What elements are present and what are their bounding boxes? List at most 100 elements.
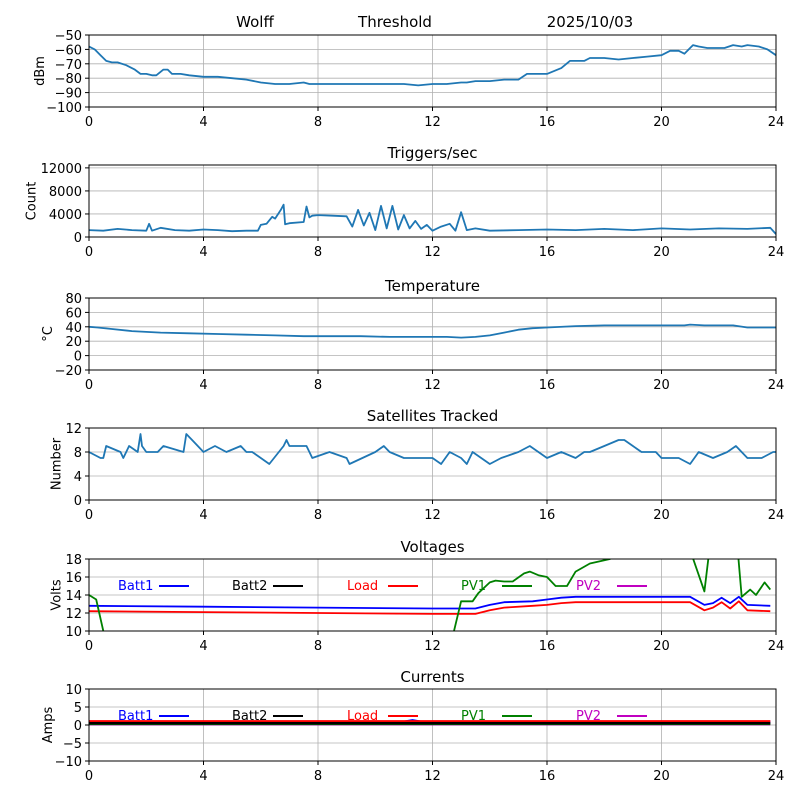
legend-label: PV2 [576,579,601,594]
triggers-ytick-label: 4000 [49,208,82,223]
triggers-ylabel: Count [25,182,40,221]
signal-xtick-label: 24 [768,115,785,130]
satellites-xtick-label: 24 [768,508,785,523]
voltages-ytick-label: 14 [65,589,82,604]
voltages-legend-batt1: Batt1 [118,579,189,594]
voltages-legend-load: Load [347,579,418,594]
triggers-ytick-label: 12000 [41,162,82,177]
satellites-ytick-label: 12 [65,422,82,437]
voltages-xtick-label: 4 [199,639,207,654]
currents-xtick-label: 24 [768,769,785,784]
currents-xtick-label: 20 [653,769,670,784]
voltages-legend-pv2: PV2 [576,579,647,594]
trigger-mode: Threshold [357,13,432,31]
legend-label: Load [347,709,378,724]
currents-xtick-label: 16 [539,769,556,784]
voltages-xtick-label: 16 [539,639,556,654]
temperature-xtick-label: 24 [768,378,785,393]
currents-xtick-label: 8 [314,769,322,784]
satellites-ytick-label: 0 [74,494,82,509]
currents-ytick-label: −5 [63,737,82,752]
signal-xtick-label: 0 [85,115,93,130]
currents-series-group [89,719,771,726]
legend-label: PV1 [461,579,486,594]
satellites-xtick-label: 0 [85,508,93,523]
signal-xtick-label: 16 [539,115,556,130]
currents-ytick-label: 5 [74,701,82,716]
temperature-ylabel: °C [41,326,56,342]
voltages-xtick-label: 8 [314,639,322,654]
triggers-xtick-label: 4 [199,245,207,260]
triggers-ytick-label: 8000 [49,185,82,200]
signal-xtick-label: 12 [424,115,441,130]
temperature-title: Temperature [384,277,480,295]
voltages-legend-batt2: Batt2 [232,579,303,594]
temperature-xtick-label: 4 [199,378,207,393]
voltages-ytick-label: 12 [65,607,82,622]
satellites-xtick-label: 4 [199,508,207,523]
signal-ytick-label: −60 [55,43,82,58]
signal-line-signal [89,44,776,87]
voltages-series-group [89,559,772,631]
satellites-ylabel: Number [49,437,64,490]
station-name: Wolff [236,13,274,31]
signal-series-group [89,44,776,87]
triggers-ytick-label: 0 [74,231,82,246]
legend-label: Batt1 [118,709,153,724]
temperature-line-temperature [89,323,776,339]
triggers-xtick-label: 8 [314,245,322,260]
currents-xtick-label: 4 [199,769,207,784]
panel-voltages: Batt1 Batt2 Load PV1 PV2 0 4 8 12 16 20 24 10 12 14 16 1… [49,538,785,654]
panel-signal: 0 4 8 12 16 20 24 −100−90−80−70−60−50 dBm [33,29,784,130]
temperature-ytick-label: 0 [74,350,82,365]
voltages-xtick-label: 12 [424,639,441,654]
voltages-legend-pv1: PV1 [461,579,532,594]
temperature-xtick-label: 0 [85,378,93,393]
temperature-ytick-label: 40 [65,321,82,336]
triggers-title: Triggers/sec [387,144,478,162]
satellites-line-satellites [89,433,776,465]
signal-xtick-label: 4 [199,115,207,130]
currents-xtick-label: 12 [424,769,441,784]
signal-ytick-label: −80 [55,72,82,87]
voltages-line-load [89,600,771,615]
triggers-xtick-label: 20 [653,245,670,260]
currents-title: Currents [400,668,464,686]
currents-legend-pv2: PV2 [576,709,647,724]
triggers-xtick-label: 24 [768,245,785,260]
voltages-ytick-label: 16 [65,571,82,586]
voltages-xtick-label: 24 [768,639,785,654]
legend-label: Batt2 [232,579,267,594]
legend-label: Load [347,579,378,594]
signal-ytick-label: −70 [55,58,82,73]
currents-legend-batt2: Batt2 [232,709,303,724]
satellites-xtick-label: 8 [314,508,322,523]
currents-xtick-label: 0 [85,769,93,784]
temperature-ytick-label: 80 [65,292,82,307]
temperature-series-group [89,323,776,339]
voltages-title: Voltages [400,538,464,556]
temperature-xtick-label: 16 [539,378,556,393]
signal-xtick-label: 20 [653,115,670,130]
legend-label: Batt1 [118,579,153,594]
triggers-xtick-label: 12 [424,245,441,260]
voltages-ytick-label: 18 [65,553,82,568]
legend-label: PV2 [576,709,601,724]
currents-ytick-label: 0 [74,719,82,734]
report-date: 2025/10/03 [547,13,633,31]
triggers-line-triggers [89,203,776,235]
voltages-ylabel: Volts [49,579,64,611]
signal-ytick-label: −90 [55,87,82,102]
satellites-series-group [89,433,776,465]
currents-legend-load: Load [347,709,418,724]
voltages-line-batt1 [89,595,771,610]
signal-xtick-label: 8 [314,115,322,130]
currents-legend-pv1: PV1 [461,709,532,724]
triggers-xtick-label: 0 [85,245,93,260]
voltages-xtick-label: 20 [653,639,670,654]
voltages-ytick-label: 10 [65,625,82,640]
signal-ytick-label: −50 [55,29,82,44]
